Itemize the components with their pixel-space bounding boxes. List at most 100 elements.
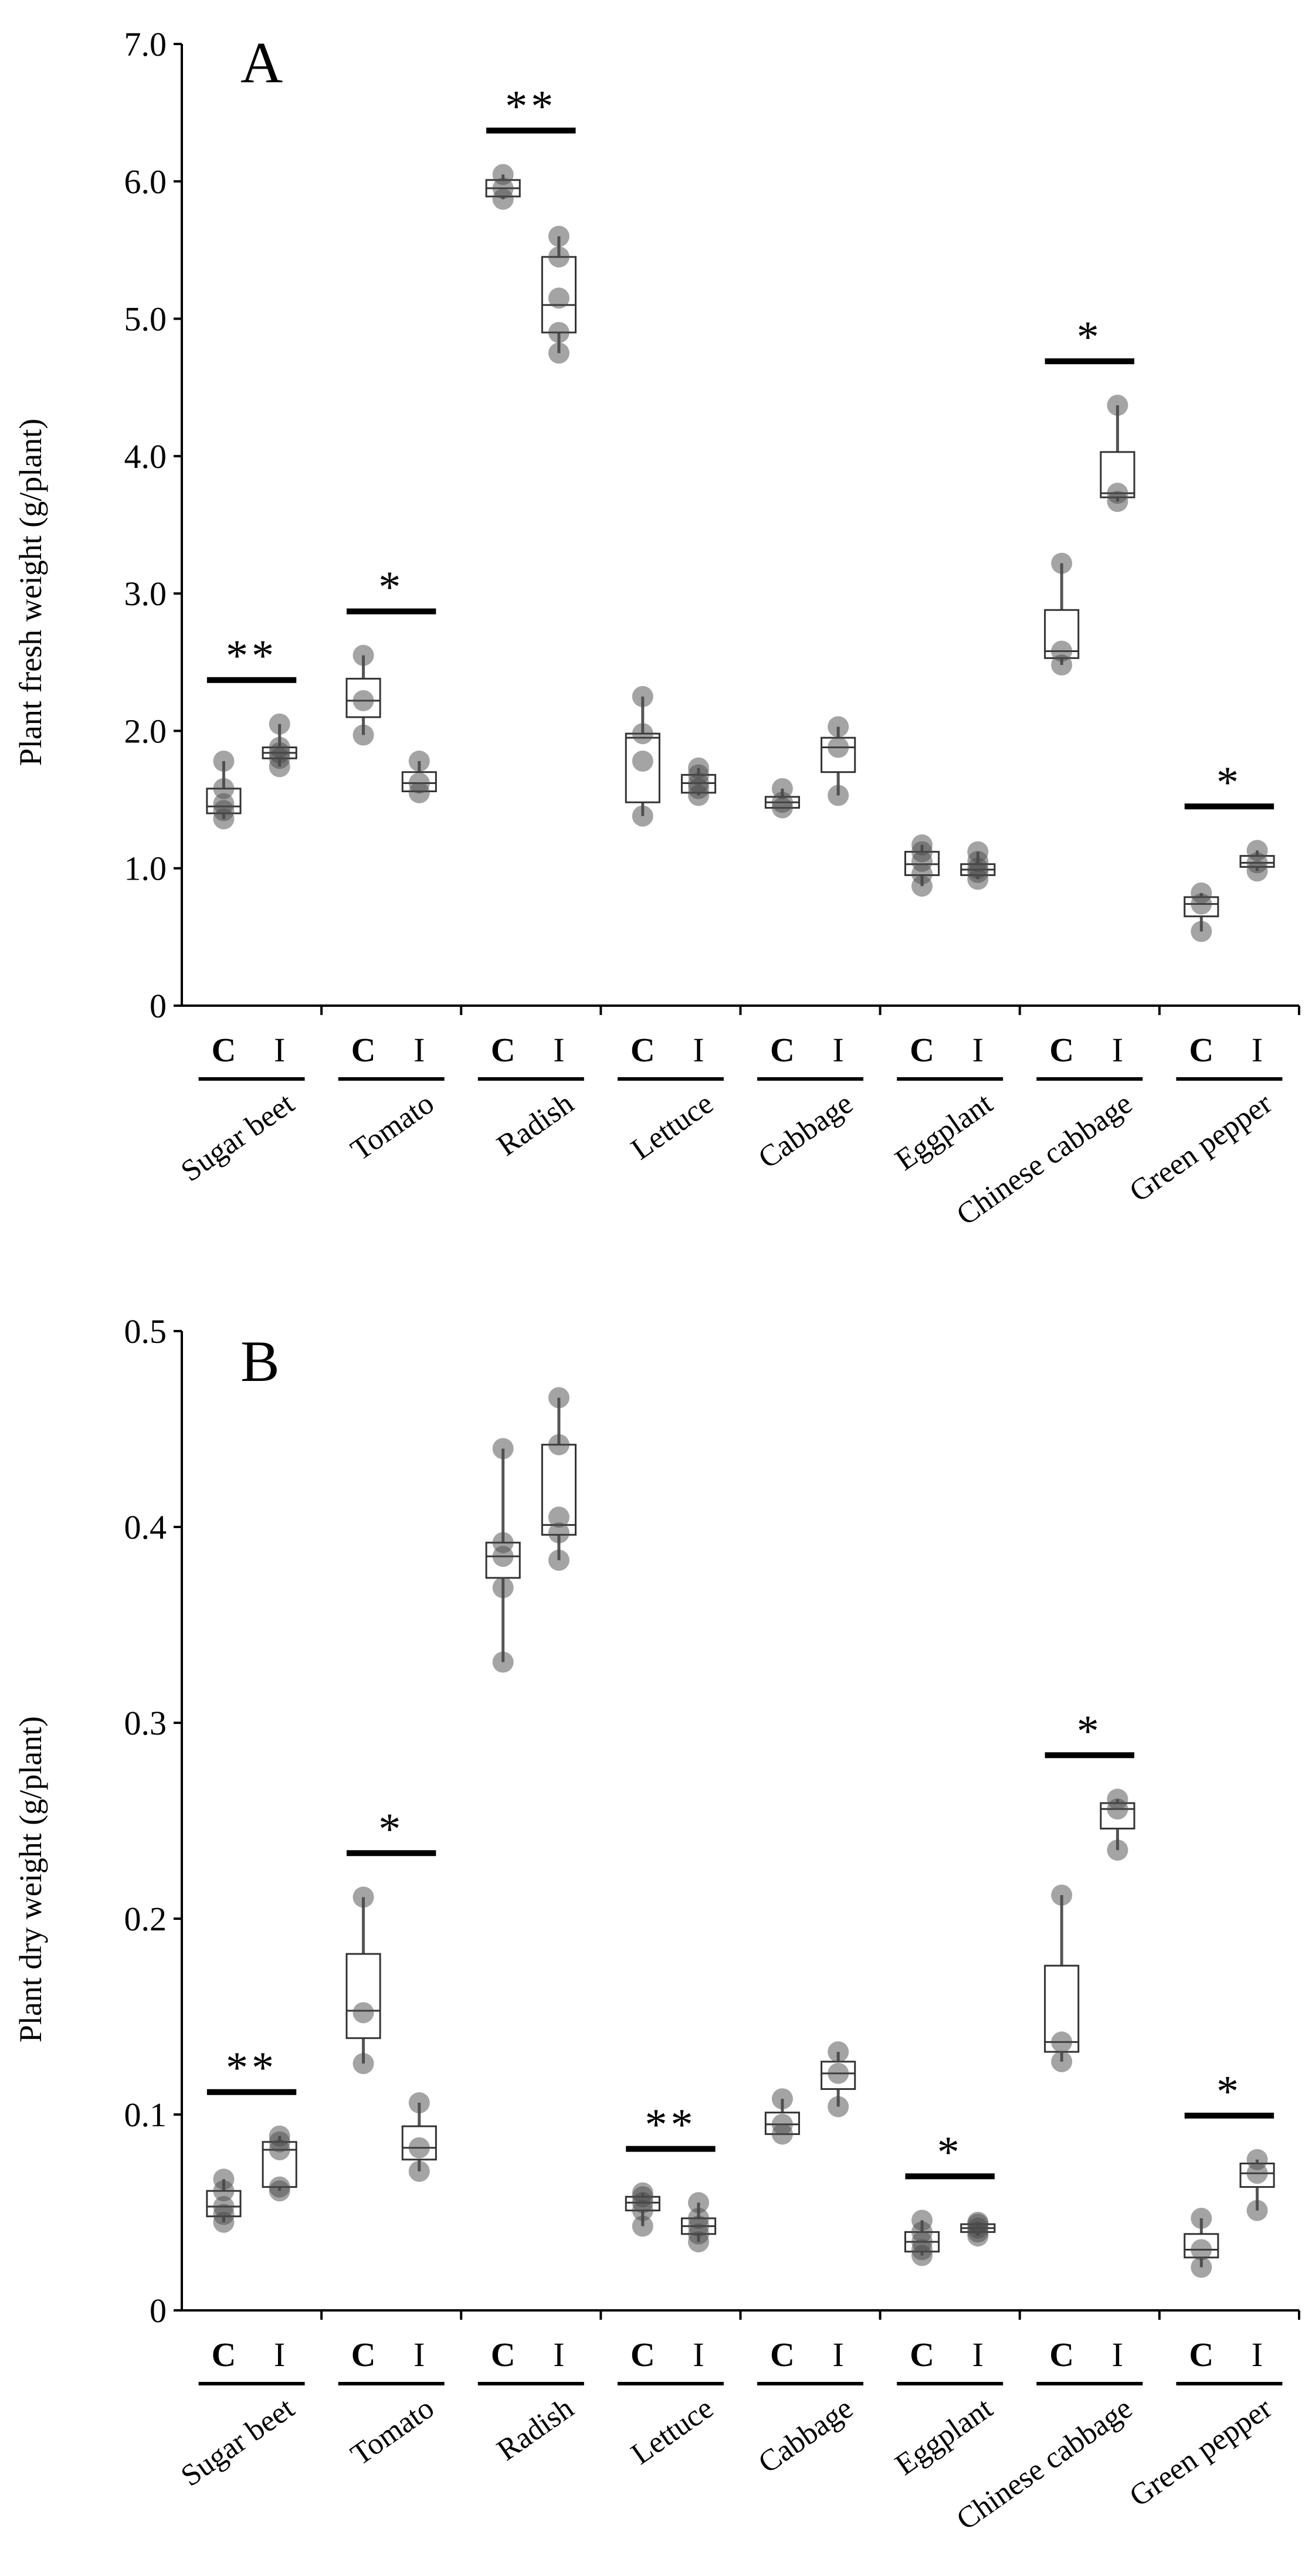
data-point bbox=[213, 750, 235, 772]
y-tick-label: 2.0 bbox=[124, 712, 167, 750]
x-category-label: Eggplant bbox=[889, 2391, 999, 2482]
box bbox=[345, 677, 381, 718]
treatment-label: I bbox=[1252, 2336, 1263, 2374]
data-point bbox=[632, 685, 653, 707]
data-point bbox=[967, 2211, 989, 2233]
data-point bbox=[1051, 2031, 1073, 2053]
treatment-label: I bbox=[1252, 1031, 1263, 1069]
box bbox=[345, 1953, 381, 2039]
data-point bbox=[548, 1522, 569, 1544]
data-point bbox=[492, 1651, 514, 1673]
treatment-label: C bbox=[770, 1031, 795, 1069]
data-point bbox=[1107, 1788, 1128, 1810]
treatment-label: C bbox=[351, 1031, 376, 1069]
significance-stars: * bbox=[378, 1804, 404, 1854]
data-point bbox=[548, 246, 569, 268]
panel-b-chart: B Plant dry weight (g/plant) 0 0.1 0.2 0.3 0… bbox=[13, 1312, 1300, 2537]
data-point bbox=[828, 716, 849, 738]
data-point bbox=[911, 834, 933, 856]
treatment-label: C bbox=[770, 2336, 795, 2374]
data-point bbox=[213, 778, 235, 799]
significance-stars: * bbox=[1216, 2067, 1242, 2116]
data-point bbox=[1246, 2149, 1268, 2170]
treatment-label: I bbox=[553, 2336, 564, 2374]
data-point bbox=[1051, 2051, 1073, 2072]
y-tick-label: 0.1 bbox=[124, 2096, 167, 2134]
significance-stars: ** bbox=[226, 2044, 277, 2093]
data-point bbox=[771, 2113, 793, 2135]
data-point bbox=[213, 2195, 235, 2217]
y-tick-label: 0 bbox=[150, 987, 167, 1025]
data-point bbox=[828, 737, 849, 758]
x-category-label: Green pepper bbox=[1124, 1087, 1278, 1209]
y-tick-label: 0.5 bbox=[124, 1312, 167, 1350]
x-category-label: Tomato bbox=[345, 2391, 440, 2472]
significance-stars: * bbox=[378, 563, 404, 612]
significance-stars: ** bbox=[645, 2100, 696, 2150]
treatment-label: C bbox=[211, 2336, 236, 2374]
treatment-label: I bbox=[413, 2336, 425, 2374]
treatment-label: I bbox=[833, 1031, 844, 1069]
treatment-label: C bbox=[910, 1031, 934, 1069]
x-category-label: Radish bbox=[491, 2391, 579, 2468]
data-point bbox=[269, 2125, 290, 2147]
x-category-label: Tomato bbox=[345, 1087, 440, 1167]
treatment-label: C bbox=[630, 1031, 655, 1069]
data-point bbox=[771, 2088, 793, 2110]
y-tick-label: 7.0 bbox=[124, 25, 167, 63]
data-point bbox=[828, 785, 849, 806]
treatment-label: C bbox=[351, 2336, 376, 2374]
data-point bbox=[548, 342, 569, 364]
treatment-label: I bbox=[693, 2336, 704, 2374]
x-category-label: Green pepper bbox=[1124, 2391, 1278, 2513]
y-tick-label: 5.0 bbox=[124, 300, 167, 338]
data-point bbox=[1107, 395, 1128, 416]
data-point bbox=[1191, 2208, 1212, 2229]
data-point bbox=[213, 2168, 235, 2190]
data-point bbox=[352, 724, 374, 746]
panel-label: A bbox=[240, 30, 283, 95]
treatment-label: C bbox=[1189, 1031, 1213, 1069]
treatment-label: C bbox=[211, 1031, 236, 1069]
x-category-label: Radish bbox=[491, 1087, 579, 1163]
data-point bbox=[352, 690, 374, 711]
treatment-label: C bbox=[1189, 2336, 1213, 2374]
significance-stars: * bbox=[1216, 758, 1242, 807]
data-point bbox=[213, 793, 235, 814]
data-point bbox=[492, 1532, 514, 1553]
data-point bbox=[688, 757, 710, 779]
data-point bbox=[548, 1434, 569, 1455]
data-point bbox=[408, 2160, 430, 2182]
data-point bbox=[967, 841, 989, 863]
data-point bbox=[269, 713, 290, 735]
y-tick-label: 1.0 bbox=[124, 850, 167, 888]
x-category-label: Cabbage bbox=[752, 1087, 859, 1175]
data-point bbox=[632, 2215, 653, 2237]
data-point bbox=[1051, 1884, 1073, 1906]
data-point bbox=[1191, 2239, 1212, 2261]
data-point bbox=[1246, 2200, 1268, 2221]
data-point bbox=[548, 287, 569, 309]
data-point bbox=[1051, 640, 1073, 662]
data-point bbox=[1107, 1839, 1128, 1861]
significance-stars: * bbox=[937, 2127, 963, 2177]
y-axis-label: Plant dry weight (g/plant) bbox=[13, 1716, 48, 2042]
x-category-label: Sugar beet bbox=[175, 1087, 300, 1189]
treatment-label: I bbox=[972, 1031, 984, 1069]
data-point bbox=[828, 2096, 849, 2117]
treatment-label: I bbox=[553, 1031, 564, 1069]
treatment-label: I bbox=[1112, 1031, 1123, 1069]
y-tick-label: 0.2 bbox=[124, 1900, 167, 1938]
y-tick-label: 4.0 bbox=[124, 437, 167, 476]
x-category-label: Sugar beet bbox=[175, 2391, 300, 2493]
x-category-label: Eggplant bbox=[889, 1087, 999, 1177]
data-point bbox=[771, 778, 793, 799]
y-axis-label: Plant fresh weight (g/plant) bbox=[13, 419, 48, 766]
treatment-label: I bbox=[274, 1031, 285, 1069]
data-point bbox=[1191, 882, 1212, 904]
significance-stars: * bbox=[1077, 1706, 1103, 1756]
y-tick-label: 6.0 bbox=[124, 162, 167, 201]
data-point bbox=[408, 750, 430, 772]
data-point bbox=[911, 2210, 933, 2231]
